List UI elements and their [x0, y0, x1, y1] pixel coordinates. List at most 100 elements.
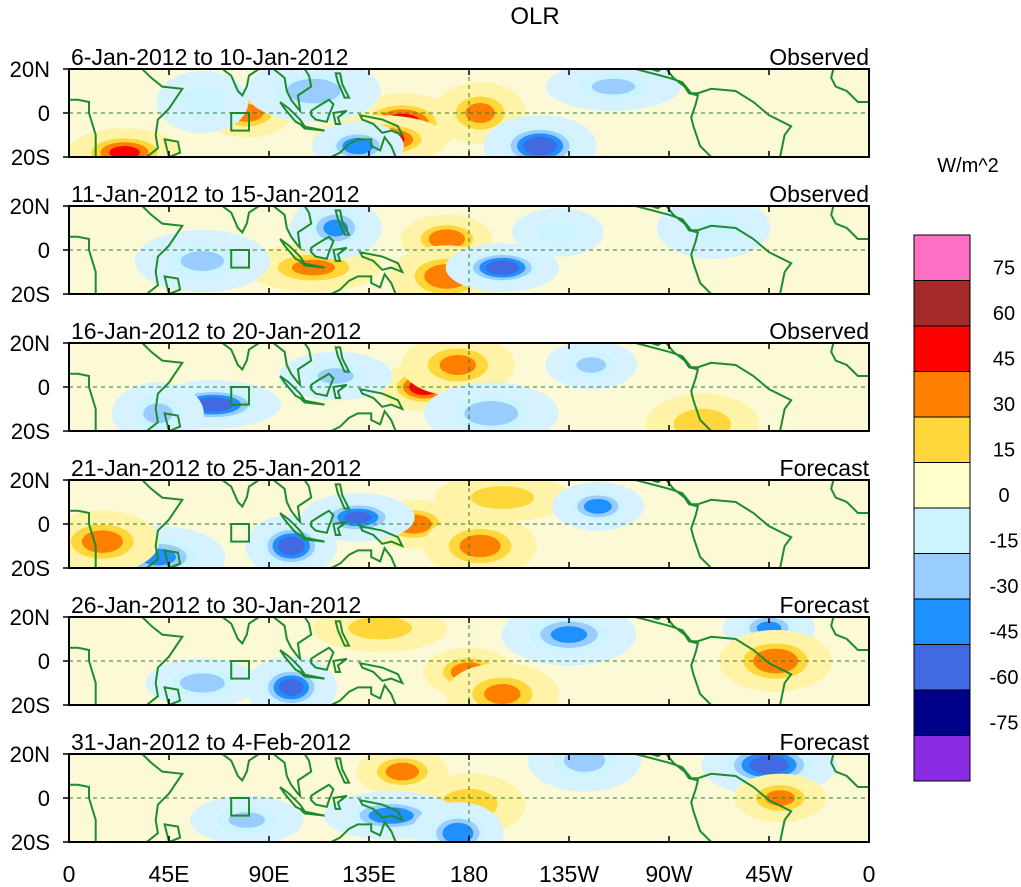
anomaly-contour	[470, 486, 535, 510]
anomaly-blob	[112, 382, 204, 431]
map-panel: 20N 0 20S 16-Jan-2012 to 20-Jan-2012 Observe…	[10, 318, 870, 444]
coastline	[271, 617, 313, 662]
colorbar-tick-label: -45	[990, 622, 1019, 644]
coastline	[220, 617, 264, 646]
map-panel: 20N 0 20S 31-Jan-2012 to 4-Feb-2012 Forecast	[10, 729, 870, 855]
coastline	[69, 206, 185, 294]
map-panel: 20N 0 20S 6-Jan-2012 to 10-Jan-2012 Observed	[10, 44, 870, 170]
anomaly-blob	[545, 343, 638, 390]
coastline	[271, 206, 313, 251]
coastline	[220, 480, 264, 509]
latitude-tick-label: 0	[38, 101, 50, 126]
anomaly-field	[69, 69, 869, 157]
latitude-tick-label: 0	[38, 512, 50, 537]
anomaly-blob	[501, 617, 637, 666]
anomaly-contour	[277, 536, 305, 556]
colorbar-tick-label: -30	[990, 576, 1019, 598]
land-outlines	[69, 206, 869, 294]
colorbar-swatch	[913, 689, 971, 736]
coastline	[635, 206, 793, 294]
colorbar-swatch	[913, 553, 971, 600]
anomaly-contour	[484, 684, 521, 704]
colorbar-tick-label: 75	[993, 258, 1015, 280]
anomaly-blob	[245, 69, 381, 123]
latitude-tick-label: 20N	[10, 57, 50, 82]
coastline	[358, 798, 405, 822]
coastline	[635, 343, 793, 431]
anomaly-contour	[323, 219, 348, 237]
anomaly-blob	[69, 128, 182, 157]
coastline	[318, 409, 397, 431]
coastline	[271, 754, 313, 799]
colorbar-swatch	[913, 280, 971, 327]
coastline	[358, 661, 405, 685]
anomaly-field	[69, 480, 869, 568]
latitude-tick-label: 20S	[11, 556, 50, 581]
coastline	[318, 546, 397, 568]
chart-title: OLR	[510, 3, 559, 30]
coastline	[332, 109, 348, 125]
coastline	[299, 398, 325, 406]
colorbar-swatch	[913, 462, 971, 509]
coastline	[358, 113, 405, 137]
colorbar-units-label: W/m^2	[937, 155, 999, 177]
anomaly-contour	[342, 137, 374, 155]
anomaly-blob	[445, 243, 560, 292]
coastline	[318, 135, 397, 157]
anomaly-contour	[583, 498, 612, 514]
coastline	[69, 343, 185, 431]
colorbar-tick-label: -75	[990, 713, 1019, 735]
coastline	[299, 535, 325, 543]
panel-kind-label: Observed	[769, 318, 869, 344]
longitude-tick-label: 0	[863, 861, 876, 887]
anomaly-blob	[545, 69, 681, 111]
panels-layer: 20N 0 20S 6-Jan-2012 to 10-Jan-2012 Observed…	[10, 44, 870, 855]
panel-kind-label: Forecast	[780, 592, 870, 618]
colorbar-tick-label: 0	[998, 485, 1009, 507]
coastline	[635, 69, 793, 157]
longitude-axis: 0 45E 90E 135E 180 135W 90W 45W 0	[63, 861, 876, 887]
coastline	[69, 69, 185, 157]
coastline	[334, 620, 351, 647]
anomaly-blob	[156, 70, 249, 134]
anomaly-contour	[81, 530, 123, 553]
colorbar-swatch	[913, 735, 971, 782]
coastline	[163, 275, 182, 294]
panel-kind-label: Forecast	[780, 455, 870, 481]
anomaly-contour	[442, 822, 474, 842]
anomaly-contour	[591, 78, 636, 95]
anomaly-blob	[423, 514, 537, 568]
coastline	[318, 272, 397, 294]
coastline	[358, 387, 405, 411]
coastline	[163, 412, 182, 431]
colorbar-tick-label: -60	[990, 667, 1019, 689]
land-outlines	[69, 69, 869, 157]
coastline	[830, 480, 869, 514]
latitude-tick-label: 20N	[10, 331, 50, 356]
coastline	[310, 509, 335, 534]
anomaly-blob	[483, 114, 597, 157]
latitude-tick-label: 20N	[10, 468, 50, 493]
anomaly-blob	[527, 754, 642, 792]
coastline	[69, 480, 185, 568]
coastline	[310, 235, 335, 260]
coastline	[830, 206, 869, 240]
colorbar-swatch	[913, 416, 971, 463]
map-panel: 20N 0 20S 11-Jan-2012 to 15-Jan-2012 Observe…	[10, 181, 870, 307]
panel-kind-label: Observed	[769, 44, 869, 70]
anomaly-contour	[576, 357, 606, 373]
coastline	[332, 794, 348, 810]
coastline	[299, 261, 325, 269]
anomaly-blob	[69, 510, 160, 568]
latitude-tick-label: 0	[38, 238, 50, 263]
coastline	[271, 480, 313, 525]
panel-period-label: 31-Jan-2012 to 4-Feb-2012	[71, 729, 351, 755]
latitude-tick-label: 20N	[10, 605, 50, 630]
coastline	[310, 98, 335, 123]
land-outlines	[69, 343, 869, 431]
coastline	[271, 343, 313, 388]
anomaly-blob	[423, 382, 559, 431]
anomaly-contour	[286, 78, 341, 104]
anomaly-field	[69, 206, 869, 294]
anomaly-contour	[180, 251, 224, 271]
